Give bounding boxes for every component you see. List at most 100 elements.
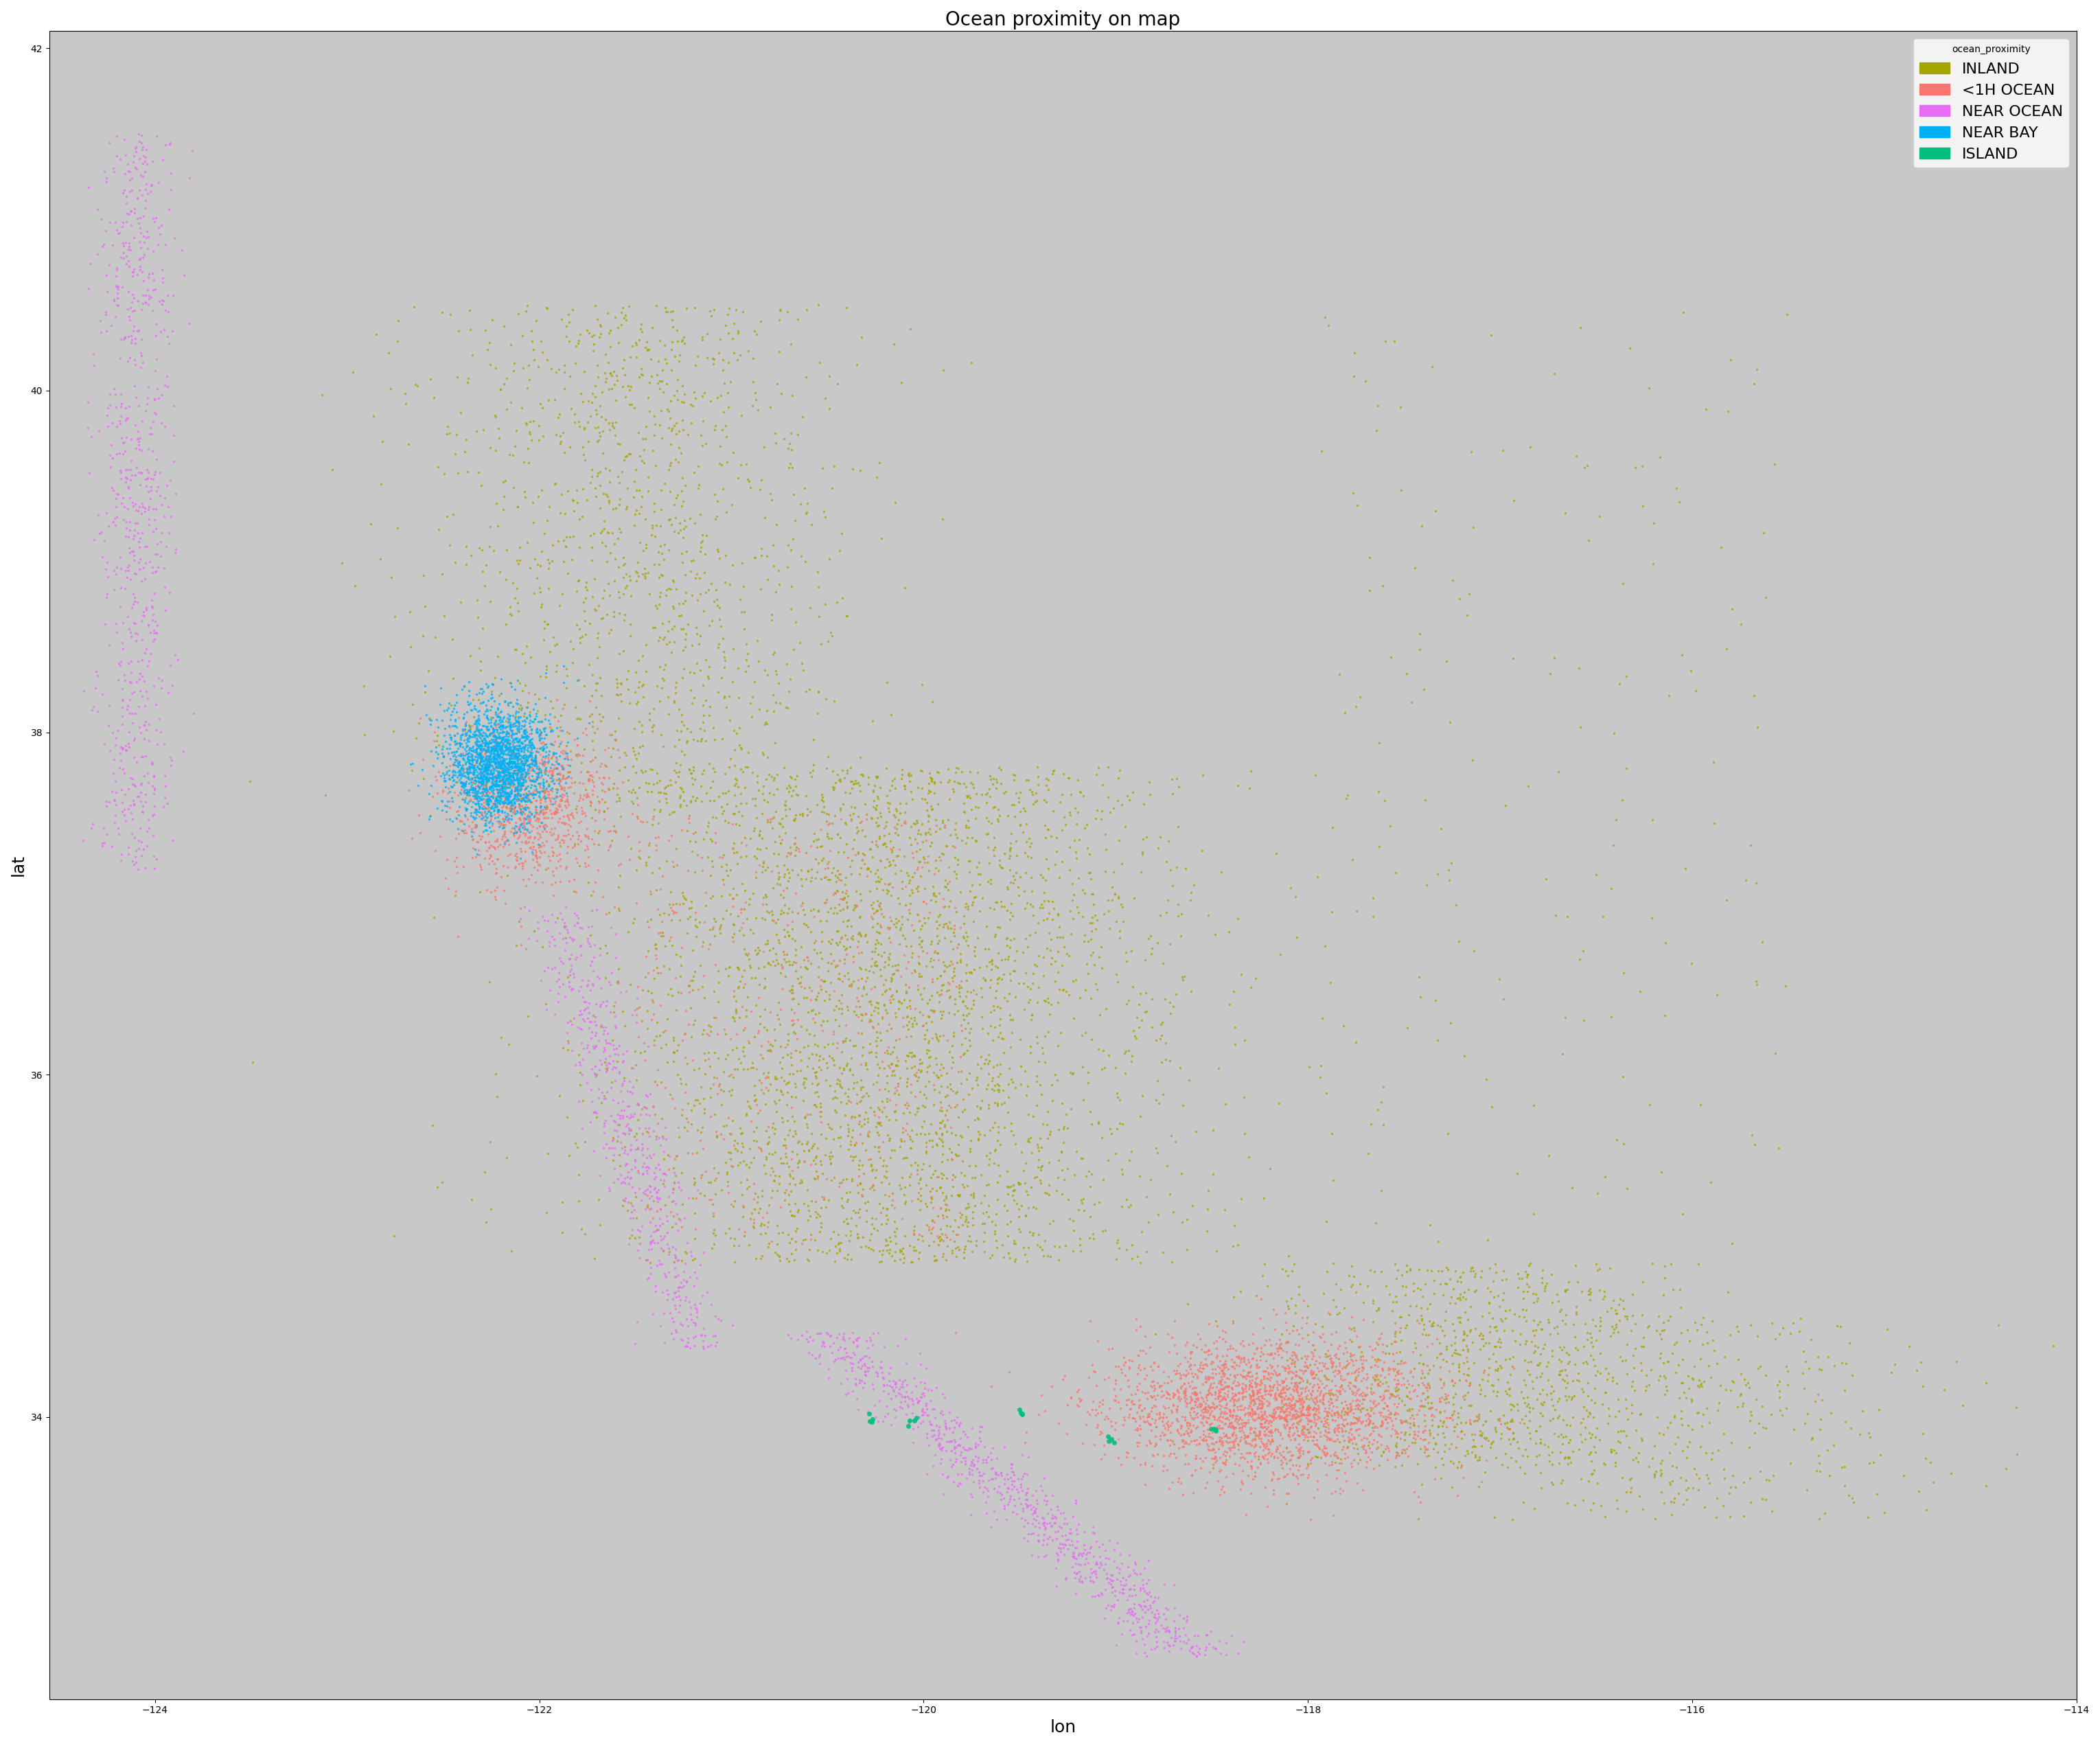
Point bbox=[1279, 1353, 1312, 1381]
Point bbox=[1014, 1039, 1048, 1067]
Point bbox=[1113, 1395, 1147, 1423]
Point bbox=[1052, 943, 1086, 971]
Point bbox=[1231, 1423, 1264, 1451]
Point bbox=[783, 973, 817, 1000]
Point bbox=[502, 744, 536, 772]
Point bbox=[143, 482, 176, 510]
Point bbox=[563, 1161, 596, 1189]
Point bbox=[1835, 1484, 1869, 1512]
Point bbox=[977, 1027, 1010, 1055]
Point bbox=[779, 1189, 813, 1217]
Point bbox=[462, 784, 496, 812]
Point bbox=[1050, 1154, 1084, 1182]
Point bbox=[664, 1310, 697, 1337]
Point bbox=[481, 779, 514, 807]
Point bbox=[800, 1203, 834, 1231]
Point bbox=[477, 709, 510, 737]
Point bbox=[483, 761, 517, 789]
Point bbox=[489, 765, 523, 793]
Point bbox=[838, 894, 872, 922]
Point bbox=[489, 740, 523, 768]
Point bbox=[863, 773, 897, 801]
Point bbox=[1283, 1280, 1317, 1308]
Point bbox=[1319, 1449, 1352, 1477]
Point bbox=[460, 725, 494, 753]
Point bbox=[1592, 1358, 1625, 1386]
Point bbox=[1191, 1392, 1224, 1419]
Point bbox=[116, 316, 149, 344]
Point bbox=[485, 787, 519, 815]
Point bbox=[118, 325, 151, 353]
Point bbox=[953, 1027, 987, 1055]
Point bbox=[546, 1034, 580, 1062]
Point bbox=[584, 320, 617, 347]
Point bbox=[573, 1007, 607, 1035]
Point bbox=[909, 952, 943, 980]
Point bbox=[485, 747, 519, 775]
Point bbox=[1270, 1360, 1304, 1388]
Point bbox=[1409, 1269, 1443, 1297]
Point bbox=[1239, 1376, 1273, 1404]
Point bbox=[1100, 1631, 1134, 1659]
Point bbox=[672, 857, 706, 885]
Point bbox=[836, 847, 869, 875]
Point bbox=[1155, 1248, 1189, 1276]
Point bbox=[691, 1020, 724, 1048]
Point bbox=[804, 864, 838, 892]
Point bbox=[949, 1205, 983, 1233]
Point bbox=[500, 847, 533, 875]
Point bbox=[1357, 1343, 1390, 1371]
Point bbox=[496, 814, 529, 842]
Point bbox=[1499, 1428, 1533, 1456]
Point bbox=[811, 1320, 844, 1348]
Point bbox=[477, 726, 510, 754]
Point bbox=[1632, 1453, 1665, 1481]
Point bbox=[848, 1196, 882, 1224]
Point bbox=[848, 1098, 882, 1126]
Point bbox=[834, 971, 867, 999]
Point bbox=[523, 721, 557, 749]
Point bbox=[928, 1413, 962, 1440]
Point bbox=[1153, 1364, 1186, 1392]
Point bbox=[739, 386, 773, 414]
Point bbox=[1336, 845, 1369, 873]
Point bbox=[456, 733, 489, 761]
Point bbox=[603, 491, 636, 519]
Point bbox=[1665, 1404, 1699, 1432]
Point bbox=[792, 676, 825, 704]
Point bbox=[869, 1236, 903, 1264]
Point bbox=[861, 896, 895, 924]
Point bbox=[1212, 1411, 1245, 1439]
Point bbox=[666, 663, 699, 691]
Point bbox=[1142, 1399, 1176, 1426]
Point bbox=[649, 780, 683, 808]
Point bbox=[638, 592, 672, 620]
Point bbox=[683, 1179, 716, 1206]
Point bbox=[1268, 1355, 1302, 1383]
Point bbox=[111, 393, 145, 421]
Point bbox=[504, 747, 538, 775]
Point bbox=[552, 807, 586, 835]
Point bbox=[523, 716, 557, 744]
Point bbox=[1260, 1465, 1294, 1493]
Point bbox=[1090, 1564, 1124, 1592]
Point bbox=[1113, 1402, 1147, 1430]
Point bbox=[977, 770, 1010, 798]
Point bbox=[937, 962, 970, 990]
Point bbox=[1046, 1128, 1079, 1156]
Point bbox=[678, 899, 712, 927]
Point bbox=[785, 1086, 819, 1114]
Point bbox=[1033, 1210, 1067, 1238]
Point bbox=[1336, 1346, 1369, 1374]
Point bbox=[1130, 980, 1163, 1007]
Point bbox=[937, 1240, 970, 1268]
Point bbox=[1300, 1386, 1334, 1414]
Point bbox=[1373, 1355, 1407, 1383]
Point bbox=[491, 700, 525, 728]
Point bbox=[1056, 1543, 1090, 1571]
Point bbox=[855, 1330, 888, 1358]
Point bbox=[451, 749, 485, 777]
Point bbox=[1241, 1400, 1275, 1428]
Point bbox=[1447, 1350, 1480, 1378]
Point bbox=[647, 1124, 680, 1152]
